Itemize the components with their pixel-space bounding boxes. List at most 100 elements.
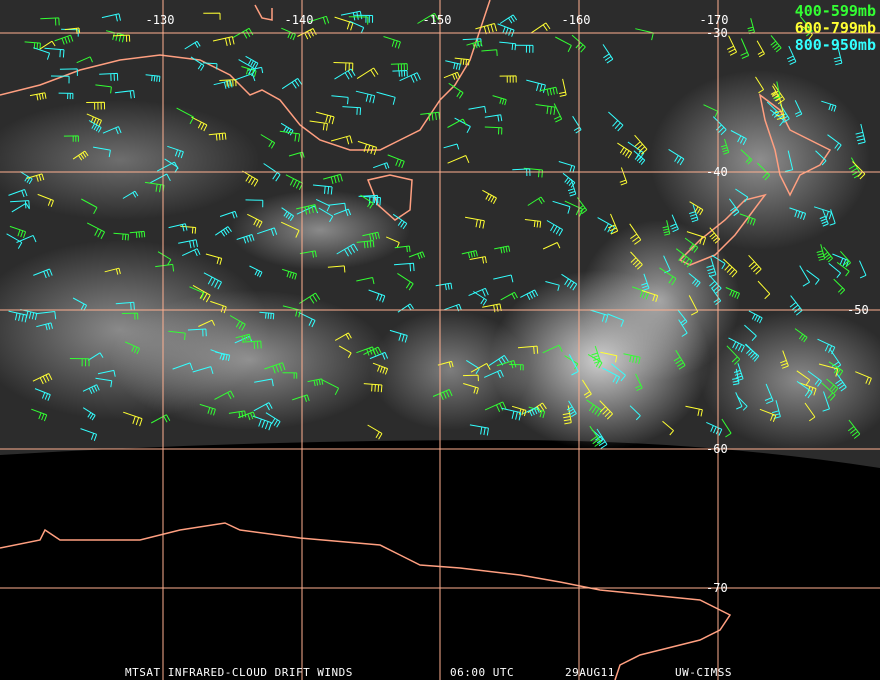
wind-barb (794, 328, 808, 343)
wind-barb (318, 207, 334, 223)
wind-barb (282, 305, 301, 318)
wind-barb (482, 189, 497, 204)
antarctica-coast (0, 522, 732, 680)
wind-barb (373, 162, 390, 170)
wind-barb (524, 219, 542, 228)
tasmania (366, 174, 413, 221)
wind-barb (448, 82, 464, 99)
wind-barb (587, 353, 603, 369)
wind-barb (348, 16, 369, 25)
wind-barb (546, 220, 564, 237)
longitude-label: -150 (423, 13, 452, 27)
wind-barb (836, 261, 850, 277)
wind-barb (29, 92, 47, 101)
wind-barb (254, 378, 274, 387)
wind-barb (299, 292, 321, 304)
wind-barb (88, 120, 102, 133)
wind-barb (772, 400, 781, 419)
wind-barb (252, 415, 272, 431)
wind-barb (443, 71, 461, 80)
wind-barb (659, 267, 677, 286)
wind-barb (123, 411, 143, 427)
wind-barb (686, 231, 707, 246)
wind-barb (296, 204, 318, 215)
longitude-label: -130 (146, 13, 175, 27)
wind-barb (86, 101, 106, 110)
wind-barb (739, 213, 756, 226)
footer-product: MTSAT INFRARED-CLOUD DRIFT WINDS (125, 666, 353, 679)
wind-barb (36, 322, 53, 331)
wind-barb (633, 150, 646, 165)
wind-barb (219, 79, 237, 87)
wind-barb (630, 251, 643, 270)
wind-barb (736, 395, 748, 411)
wind-barb (799, 265, 811, 287)
wind-barb (315, 198, 331, 212)
wind-barb (6, 233, 23, 249)
wind-barb (748, 254, 762, 275)
wind-barbs (6, 10, 872, 449)
wind-barb (203, 12, 221, 20)
cloud-bands (0, 70, 880, 450)
wind-barb (673, 349, 686, 370)
wind-barb (708, 274, 722, 294)
wind-barb (470, 362, 491, 373)
wind-barb (818, 363, 839, 377)
wind-barb (360, 195, 381, 206)
wind-barb (629, 223, 642, 245)
wind-barb (608, 213, 619, 235)
wind-barb (641, 273, 650, 291)
wind-barb (589, 309, 609, 323)
wind-barb (334, 16, 354, 31)
wind-barb (331, 95, 349, 105)
wind-barb (72, 150, 89, 161)
wind-barb (764, 383, 774, 405)
wind-barb (819, 209, 829, 227)
wind-barb (307, 378, 324, 387)
wind-barb (9, 225, 27, 239)
wind-barb (281, 207, 295, 221)
wind-barb (235, 333, 252, 342)
wind-barb (469, 424, 489, 436)
wind-barb (600, 351, 618, 363)
wind-barb (735, 188, 749, 203)
wind-barb (260, 134, 276, 149)
wind-barb (394, 245, 411, 253)
wind-barb (336, 243, 359, 257)
wind-barb (469, 256, 487, 264)
wind-barb (733, 363, 744, 382)
wind-barb (499, 75, 517, 83)
wind-barb (623, 353, 641, 364)
wind-barb (447, 118, 467, 128)
wind-barb (282, 268, 297, 280)
wind-barb (50, 75, 70, 84)
wind-barb (389, 329, 408, 343)
wind-barb (229, 315, 246, 331)
wind-barb (517, 345, 539, 355)
wind-barb (392, 70, 408, 77)
wind-barb (475, 23, 498, 35)
wind-barb (356, 277, 375, 285)
wind-barb (80, 428, 98, 441)
wind-barb (82, 407, 96, 421)
wind-barb (712, 116, 727, 136)
wind-barb (157, 251, 172, 265)
wind-barb (383, 36, 401, 49)
wind-barb (755, 76, 765, 94)
wind-barb (848, 157, 862, 179)
wind-barb (156, 161, 179, 172)
wind-barb (757, 162, 771, 181)
wind-barb (859, 260, 867, 279)
wind-barb (568, 354, 579, 376)
wind-barb (432, 389, 453, 400)
wind-barb (709, 227, 721, 244)
wind-barb (511, 405, 527, 417)
wind-barb (245, 55, 259, 69)
wind-barb (338, 345, 352, 359)
wind-barb (494, 245, 511, 254)
wind-barb (349, 20, 365, 34)
wind-barb (634, 134, 648, 155)
wind-barb (334, 68, 356, 80)
footer-source: UW-CIMSS (675, 666, 732, 679)
wind-barb (86, 222, 106, 240)
